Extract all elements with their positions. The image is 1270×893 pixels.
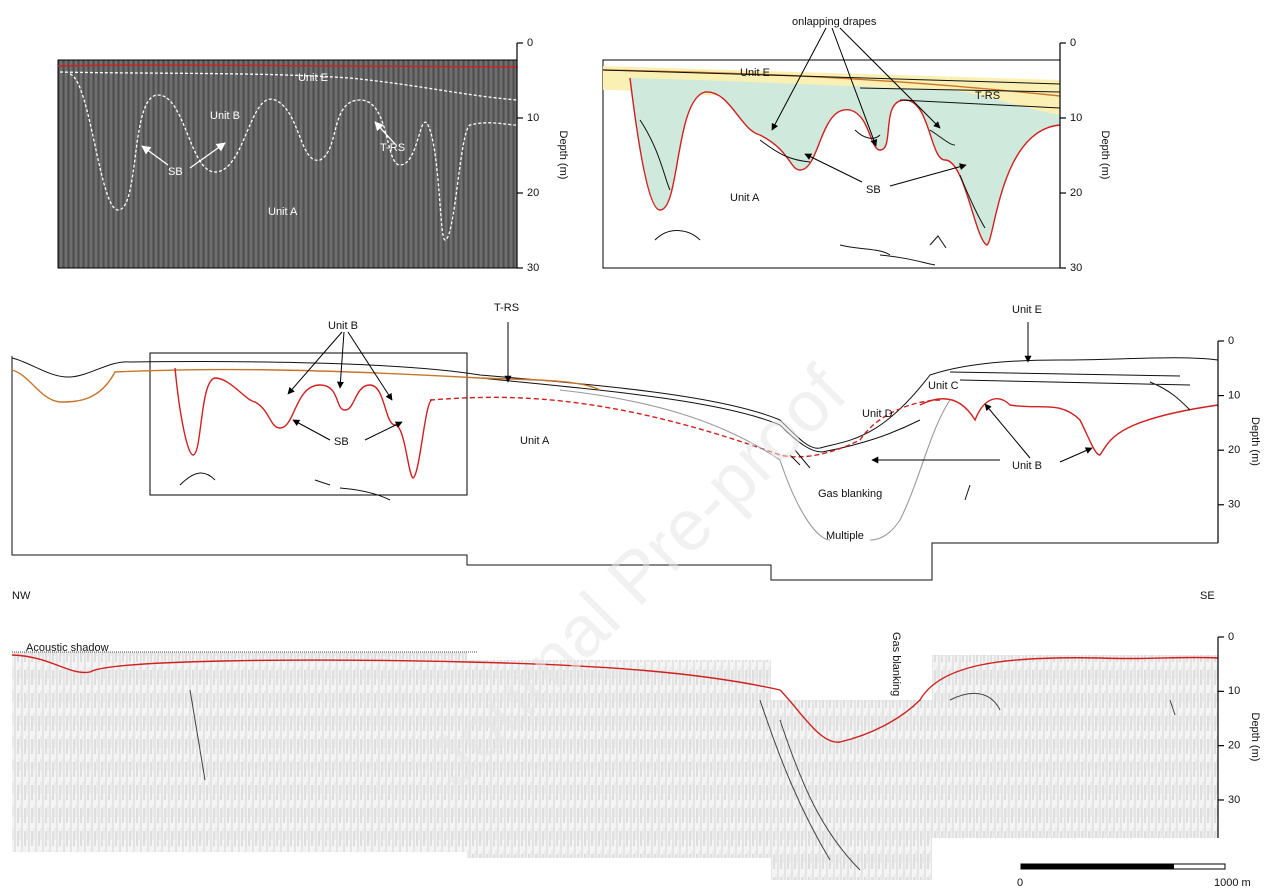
tick-label: 30 xyxy=(1228,499,1240,511)
orientation-label: NW xyxy=(12,590,31,602)
tick-label: 10 xyxy=(1070,112,1082,124)
axis-title: Depth (m) xyxy=(557,131,569,180)
surface-label: SB xyxy=(866,184,881,196)
tick-label: 20 xyxy=(1070,187,1082,199)
unit-label: Unit B xyxy=(328,320,358,332)
tick-label: 0 xyxy=(1228,631,1234,643)
figure: Unit E Unit B T-RS SB Unit A onlapping d… xyxy=(0,0,1270,893)
axis-title: Depth (m) xyxy=(1249,713,1261,762)
tick-label: 30 xyxy=(527,262,539,274)
tick-label: 30 xyxy=(1228,794,1240,806)
tick-label: 20 xyxy=(1228,444,1240,456)
unit-label: Unit B xyxy=(210,110,240,122)
annotation: Multiple xyxy=(826,530,864,542)
surface-label: T-RS xyxy=(494,302,519,314)
surface-label: SB xyxy=(334,436,349,448)
orientation-label: SE xyxy=(1200,590,1215,602)
surface-label: T-RS xyxy=(380,142,405,154)
seismic-panel: Unit E Unit B T-RS SB Unit A xyxy=(58,60,517,268)
unit-label: Unit C xyxy=(928,380,959,392)
tick-label: 0 xyxy=(527,37,533,49)
unit-label: Unit A xyxy=(730,192,760,204)
tick-label: 0 xyxy=(1228,335,1234,347)
surface-label: T-RS xyxy=(975,90,1000,102)
annotation: Acoustic shadow xyxy=(26,642,109,654)
unit-label: Unit B xyxy=(1012,460,1042,472)
raw-profile-panel: Acoustic shadow Gas blanking 0 1000 m xyxy=(12,632,1251,889)
annotation: onlapping drapes xyxy=(792,16,877,28)
tick-label: 20 xyxy=(527,187,539,199)
unit-label: Unit E xyxy=(298,72,328,84)
tick-label: 10 xyxy=(1228,685,1240,697)
interpretation-panel: onlapping drapes Unit E T-RS Unit A SB xyxy=(603,16,1060,268)
surface-label: SB xyxy=(168,166,183,178)
tick-label: 10 xyxy=(1228,390,1240,402)
scale-bar: 0 1000 m xyxy=(1017,864,1251,889)
annotation: Gas blanking xyxy=(890,632,902,696)
unit-label: Unit A xyxy=(268,206,298,218)
tick-label: 10 xyxy=(527,112,539,124)
tick-label: 20 xyxy=(1228,740,1240,752)
scale-label: 0 xyxy=(1017,877,1023,889)
unit-label: Unit A xyxy=(520,435,550,447)
unit-label: Unit E xyxy=(1012,304,1042,316)
unit-label: Unit D xyxy=(862,408,893,420)
tick-label: 30 xyxy=(1070,262,1082,274)
axis-title: Depth (m) xyxy=(1249,417,1261,466)
unit-label: Unit E xyxy=(740,67,770,79)
axis-title: Depth (m) xyxy=(1099,131,1111,180)
scale-label: 1000 m xyxy=(1214,877,1251,889)
tick-label: 0 xyxy=(1070,37,1076,49)
annotation: Gas blanking xyxy=(818,488,882,500)
